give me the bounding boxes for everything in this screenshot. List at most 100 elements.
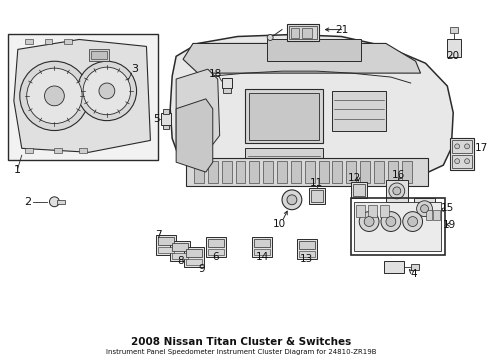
Bar bbox=[91, 51, 107, 59]
Circle shape bbox=[266, 35, 273, 40]
Circle shape bbox=[388, 183, 404, 199]
Bar bbox=[298, 241, 314, 249]
Bar bbox=[288, 26, 316, 40]
Bar bbox=[350, 182, 366, 198]
Bar bbox=[156, 235, 176, 255]
Bar bbox=[158, 237, 174, 245]
Bar bbox=[25, 148, 33, 153]
Bar bbox=[451, 155, 471, 168]
Circle shape bbox=[364, 217, 373, 226]
Bar bbox=[89, 49, 109, 61]
Circle shape bbox=[464, 159, 468, 164]
Bar bbox=[254, 239, 269, 247]
Text: 16: 16 bbox=[391, 170, 405, 180]
Bar bbox=[401, 161, 411, 183]
Circle shape bbox=[49, 197, 59, 207]
Text: 5: 5 bbox=[153, 114, 160, 123]
Bar bbox=[286, 24, 318, 41]
Bar bbox=[301, 28, 311, 37]
Bar bbox=[57, 200, 65, 204]
Bar bbox=[266, 40, 361, 61]
Text: 10: 10 bbox=[272, 219, 285, 229]
Bar bbox=[346, 161, 356, 183]
Bar bbox=[158, 247, 174, 253]
Polygon shape bbox=[183, 44, 420, 73]
Text: Instrument Panel Speedometer Instrument Cluster Diagram for 24810-ZR19B: Instrument Panel Speedometer Instrument … bbox=[106, 349, 376, 355]
Text: 14: 14 bbox=[255, 252, 268, 262]
Bar bbox=[379, 205, 388, 217]
Bar bbox=[385, 180, 407, 202]
Bar bbox=[432, 210, 440, 220]
Bar bbox=[310, 190, 322, 202]
Bar bbox=[332, 161, 342, 183]
Text: 1: 1 bbox=[14, 165, 21, 175]
Bar bbox=[331, 91, 385, 131]
Bar bbox=[447, 40, 460, 57]
Bar bbox=[373, 161, 383, 183]
Bar bbox=[249, 161, 259, 183]
Bar bbox=[425, 210, 431, 220]
Circle shape bbox=[385, 217, 395, 226]
Bar bbox=[185, 259, 202, 265]
Text: 9: 9 bbox=[198, 264, 205, 274]
Circle shape bbox=[420, 205, 427, 213]
Bar bbox=[318, 161, 328, 183]
Bar bbox=[410, 264, 418, 270]
Text: 12: 12 bbox=[347, 173, 360, 183]
Bar bbox=[64, 40, 72, 44]
Bar bbox=[235, 161, 245, 183]
Bar bbox=[54, 148, 62, 153]
Text: 4: 4 bbox=[409, 269, 416, 279]
Bar bbox=[350, 198, 445, 255]
Bar bbox=[290, 28, 298, 37]
Bar bbox=[172, 253, 187, 259]
Polygon shape bbox=[170, 35, 452, 186]
Bar bbox=[8, 33, 158, 160]
Bar bbox=[79, 148, 87, 153]
Text: 8: 8 bbox=[177, 256, 183, 266]
Circle shape bbox=[77, 61, 136, 121]
Circle shape bbox=[407, 217, 417, 226]
Bar bbox=[194, 161, 203, 183]
Bar bbox=[183, 247, 203, 267]
Bar bbox=[387, 161, 397, 183]
Text: 15: 15 bbox=[440, 203, 453, 213]
Circle shape bbox=[380, 212, 400, 231]
Bar bbox=[207, 161, 217, 183]
Circle shape bbox=[44, 86, 64, 106]
Text: 20: 20 bbox=[446, 51, 459, 61]
Circle shape bbox=[20, 61, 89, 131]
Bar bbox=[172, 243, 187, 251]
Text: 3: 3 bbox=[131, 64, 138, 74]
Text: 6: 6 bbox=[212, 252, 219, 262]
Bar bbox=[353, 202, 441, 251]
Bar bbox=[263, 161, 273, 183]
Circle shape bbox=[454, 159, 459, 164]
Circle shape bbox=[454, 144, 459, 149]
Bar bbox=[451, 140, 471, 153]
Text: 2008 Nissan Titan Cluster & Switches: 2008 Nissan Titan Cluster & Switches bbox=[131, 337, 351, 347]
Polygon shape bbox=[176, 69, 219, 148]
Bar bbox=[207, 249, 223, 255]
Bar bbox=[25, 40, 33, 44]
Text: 2: 2 bbox=[24, 197, 31, 207]
Text: 21: 21 bbox=[334, 24, 347, 35]
Bar bbox=[44, 40, 52, 44]
Bar bbox=[252, 237, 272, 257]
Circle shape bbox=[464, 144, 468, 149]
Text: 13: 13 bbox=[300, 254, 313, 264]
Bar bbox=[356, 205, 365, 217]
Polygon shape bbox=[14, 40, 150, 152]
Circle shape bbox=[392, 187, 400, 195]
Circle shape bbox=[286, 195, 296, 205]
Bar bbox=[360, 161, 369, 183]
Circle shape bbox=[27, 68, 82, 123]
Bar bbox=[245, 148, 322, 180]
Bar bbox=[449, 27, 457, 32]
Bar bbox=[413, 198, 434, 220]
Text: 7: 7 bbox=[155, 230, 162, 240]
Text: 17: 17 bbox=[474, 143, 487, 153]
Text: 18: 18 bbox=[209, 69, 222, 79]
Bar bbox=[245, 89, 322, 143]
Bar bbox=[207, 239, 223, 247]
